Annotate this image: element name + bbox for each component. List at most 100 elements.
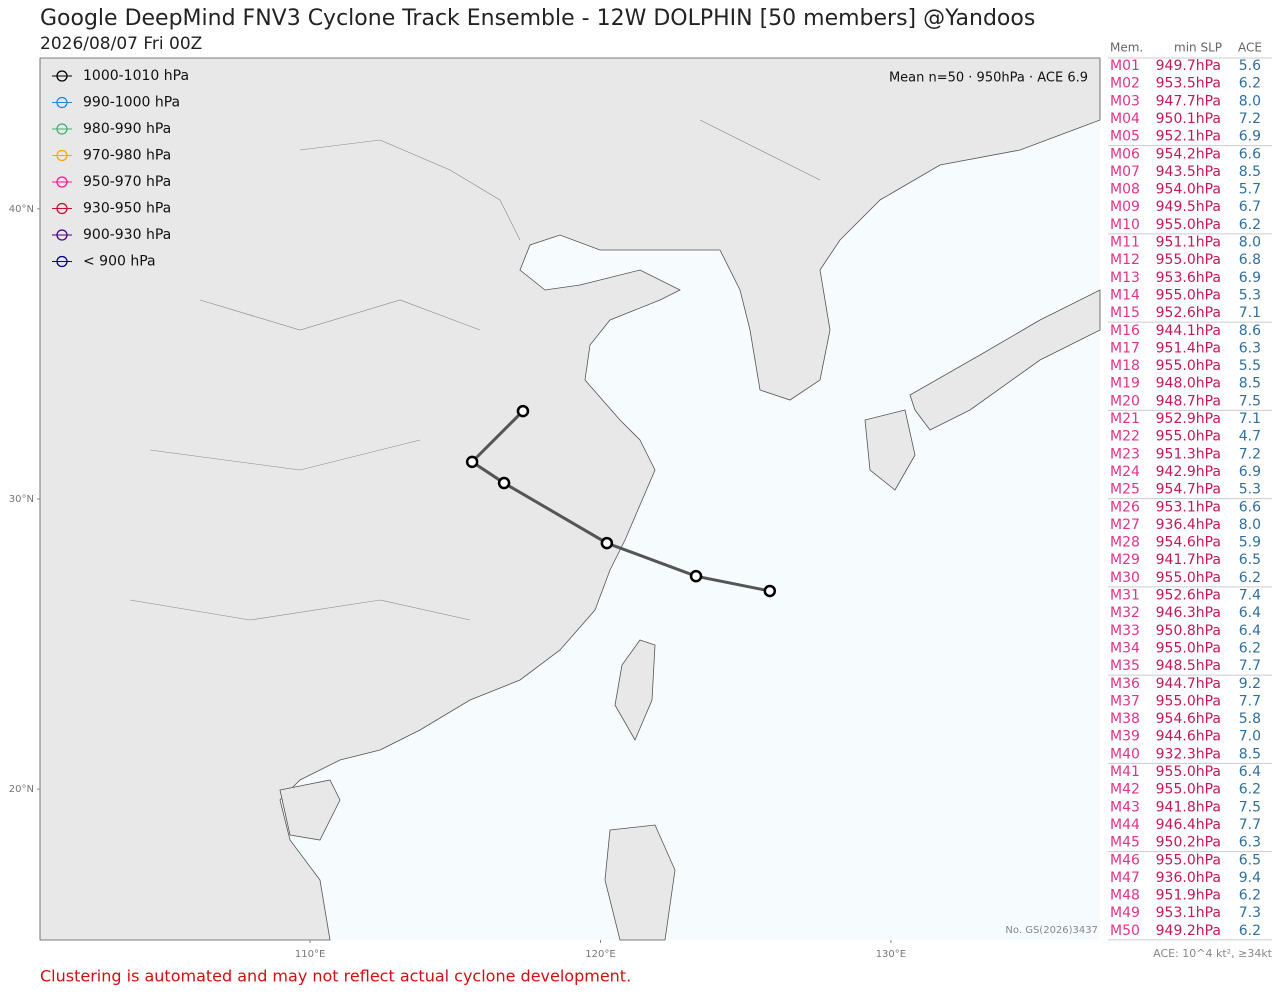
table-cell: M49 xyxy=(1110,905,1140,921)
table-cell: 951.3hPa xyxy=(1156,446,1221,462)
table-cell: M13 xyxy=(1110,270,1140,286)
table-cell: 5.8 xyxy=(1239,711,1261,727)
table-cell: M40 xyxy=(1110,746,1140,762)
table-cell: M47 xyxy=(1110,870,1140,886)
table-cell: 7.7 xyxy=(1239,693,1261,709)
table-cell: M28 xyxy=(1110,535,1140,551)
table-cell: M05 xyxy=(1110,129,1140,145)
table-cell: 7.0 xyxy=(1239,729,1261,745)
table-cell: 6.6 xyxy=(1239,146,1261,162)
table-cell: 6.2 xyxy=(1239,888,1261,904)
table-cell: 952.1hPa xyxy=(1156,129,1221,145)
mean-track xyxy=(469,410,771,593)
table-cell: 7.2 xyxy=(1239,446,1261,462)
table-cell: 948.7hPa xyxy=(1156,393,1221,409)
table-cell: 955.0hPa xyxy=(1156,217,1221,233)
table-cell: 936.0hPa xyxy=(1156,870,1221,886)
table-cell: 6.4 xyxy=(1239,764,1261,780)
table-cell: 944.1hPa xyxy=(1156,323,1221,339)
table-header: Mem. xyxy=(1110,41,1143,55)
legend-label: 950-970 hPa xyxy=(83,174,171,190)
borders xyxy=(129,119,821,621)
taiwan xyxy=(614,639,656,741)
table-cell: 949.5hPa xyxy=(1156,199,1221,215)
table-cell: M33 xyxy=(1110,623,1140,639)
mean-label: Mean n=50 · 950hPa · ACE 6.9 xyxy=(889,71,1088,86)
table-cell: 948.0hPa xyxy=(1156,376,1221,392)
table-cell: 6.2 xyxy=(1239,782,1261,798)
table-cell: 8.5 xyxy=(1239,746,1261,762)
table-cell: M27 xyxy=(1110,517,1140,533)
table-cell: 7.5 xyxy=(1239,393,1261,409)
table-cell: 7.2 xyxy=(1239,111,1261,127)
disclaimer: Clustering is automated and may not refl… xyxy=(40,967,631,986)
table-cell: 6.9 xyxy=(1239,270,1261,286)
table-cell: M16 xyxy=(1110,323,1140,339)
table-cell: M09 xyxy=(1110,199,1140,215)
mean-track-point xyxy=(497,476,511,490)
table-cell: M08 xyxy=(1110,182,1140,198)
table-cell: M23 xyxy=(1110,446,1140,462)
table-cell: 955.0hPa xyxy=(1156,429,1221,445)
table-cell: M18 xyxy=(1110,358,1140,374)
table-cell: 951.9hPa xyxy=(1156,888,1221,904)
table-cell: M10 xyxy=(1110,217,1140,233)
table-cell: M12 xyxy=(1110,252,1140,268)
table-cell: M24 xyxy=(1110,464,1140,480)
table-cell: 6.9 xyxy=(1239,129,1261,145)
table-cell: 953.5hPa xyxy=(1156,76,1221,92)
table-cell: 949.7hPa xyxy=(1156,58,1221,74)
approval-number: No. GS(2026)3437 xyxy=(1005,925,1098,936)
table-cell: M41 xyxy=(1110,764,1140,780)
table-cell: M25 xyxy=(1110,482,1140,498)
table-cell: 5.3 xyxy=(1239,482,1261,498)
table-cell: 6.2 xyxy=(1239,217,1261,233)
lon-label: 130°E xyxy=(876,949,906,960)
table-cell: 955.0hPa xyxy=(1156,693,1221,709)
table-cell: 950.8hPa xyxy=(1156,623,1221,639)
table-cell: 955.0hPa xyxy=(1156,358,1221,374)
table-cell: 955.0hPa xyxy=(1156,252,1221,268)
lat-label: 40°N xyxy=(9,204,34,215)
luzon xyxy=(604,824,676,941)
table-cell: 6.3 xyxy=(1239,340,1261,356)
table-cell: 6.5 xyxy=(1239,552,1261,568)
table-cell: 953.1hPa xyxy=(1156,499,1221,515)
table-cell: M31 xyxy=(1110,588,1140,604)
mean-track-point xyxy=(516,404,530,418)
table-cell: 955.0hPa xyxy=(1156,570,1221,586)
table-cell: 8.5 xyxy=(1239,164,1261,180)
subtitle: 2026/08/07 Fri 00Z xyxy=(40,34,202,54)
table-cell: 6.8 xyxy=(1239,252,1261,268)
japan xyxy=(864,289,1101,491)
table-cell: 7.1 xyxy=(1239,305,1261,321)
table-cell: 955.0hPa xyxy=(1156,852,1221,868)
table-cell: M20 xyxy=(1110,393,1140,409)
mean-track-point xyxy=(763,584,777,598)
table-cell: 949.2hPa xyxy=(1156,923,1221,939)
table-cell: 953.1hPa xyxy=(1156,905,1221,921)
table-cell: 941.8hPa xyxy=(1156,799,1221,815)
table-cell: M44 xyxy=(1110,817,1140,833)
table-cell: M22 xyxy=(1110,429,1140,445)
table-cell: M17 xyxy=(1110,340,1140,356)
table-cell: 7.3 xyxy=(1239,905,1261,921)
table-cell: 8.0 xyxy=(1239,235,1261,251)
table-cell: M37 xyxy=(1110,693,1140,709)
table-cell: 941.7hPa xyxy=(1156,552,1221,568)
table-cell: M35 xyxy=(1110,658,1140,674)
table-cell: 7.1 xyxy=(1239,411,1261,427)
table-cell: M34 xyxy=(1110,640,1140,656)
table-cell: 954.6hPa xyxy=(1156,535,1221,551)
lat-label: 30°N xyxy=(9,494,34,505)
table-cell: 953.6hPa xyxy=(1156,270,1221,286)
table-cell: 6.2 xyxy=(1239,76,1261,92)
table-cell: 8.0 xyxy=(1239,93,1261,109)
table-cell: M46 xyxy=(1110,852,1140,868)
table-cell: M14 xyxy=(1110,287,1140,303)
table-cell: 955.0hPa xyxy=(1156,782,1221,798)
table-cell: 947.7hPa xyxy=(1156,93,1221,109)
table-cell: 7.7 xyxy=(1239,658,1261,674)
table-cell: 6.2 xyxy=(1239,923,1261,939)
table-cell: 6.2 xyxy=(1239,640,1261,656)
